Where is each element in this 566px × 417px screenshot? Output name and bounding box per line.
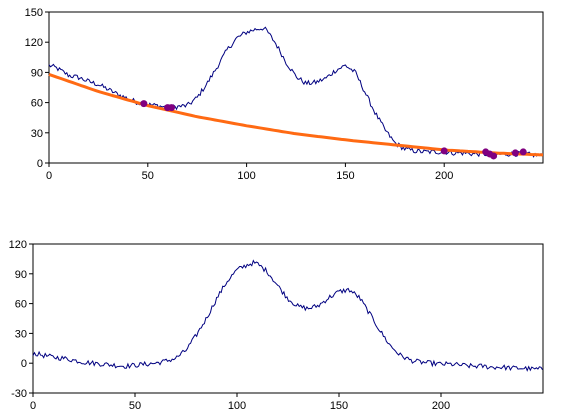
fit-point-top-3 — [440, 147, 448, 155]
plot-frame-top — [48, 11, 544, 164]
fit-point-top-2 — [168, 104, 176, 112]
y-tick-label-top-5: 0 — [37, 158, 43, 170]
fit-point-top-6 — [490, 152, 498, 160]
x-tick-label-top-0: 0 — [46, 170, 52, 182]
signal-line-top — [48, 26, 543, 158]
fit-point-top-0 — [140, 100, 148, 108]
x-tick-label-bottom-3: 150 — [330, 400, 348, 412]
signal-line-bottom — [32, 259, 543, 372]
y-tick-label-top-0: 150 — [25, 7, 43, 19]
fit-curve-top — [48, 72, 544, 157]
x-tick-label-bottom-2: 100 — [228, 400, 246, 412]
fit-point-top-8 — [519, 148, 527, 156]
y-tick-label-top-3: 60 — [31, 98, 43, 110]
chart-top: 150 120 90 60 30 00 50 100 150 200 — [25, 7, 544, 182]
y-tick-label-bottom-4: 0 — [21, 358, 27, 370]
x-tick-label-bottom-1: 50 — [129, 400, 141, 412]
y-tick-label-top-1: 120 — [25, 37, 43, 49]
y-tick-label-bottom-1: 90 — [15, 269, 27, 281]
x-tick-label-top-3: 150 — [336, 170, 354, 182]
y-tick-label-bottom-5: -30 — [11, 388, 27, 400]
x-tick-label-top-1: 50 — [142, 170, 154, 182]
y-tick-label-top-2: 90 — [31, 67, 43, 79]
y-tick-label-top-4: 30 — [31, 128, 43, 140]
x-tick-label-top-4: 200 — [435, 170, 453, 182]
fit-point-top-7 — [511, 149, 519, 157]
y-tick-label-bottom-2: 60 — [15, 299, 27, 311]
x-tick-label-top-2: 100 — [237, 170, 255, 182]
y-tick-label-bottom-0: 120 — [9, 239, 27, 251]
x-tick-label-bottom-4: 200 — [432, 400, 450, 412]
x-tick-label-bottom-0: 0 — [30, 400, 36, 412]
plot-frame-bottom — [32, 243, 544, 394]
y-tick-label-bottom-3: 30 — [15, 328, 27, 340]
